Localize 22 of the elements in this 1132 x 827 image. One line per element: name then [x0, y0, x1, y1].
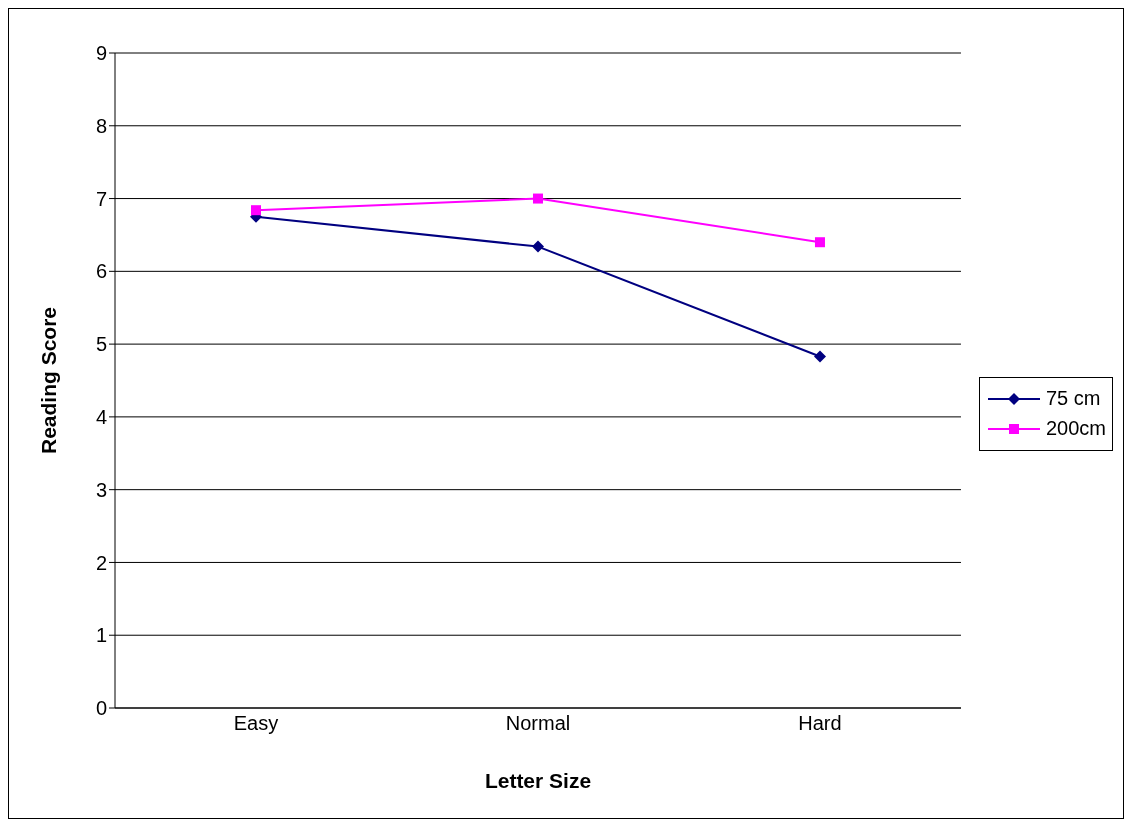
legend-label: 200cm	[1045, 417, 1106, 440]
y-tick-label: 8	[95, 114, 107, 137]
x-tick-label: Hard	[798, 712, 842, 735]
y-tick-label: 6	[95, 260, 107, 283]
y-tick-label: 3	[95, 478, 107, 501]
x-tick-label: Easy	[233, 712, 279, 735]
point	[251, 205, 261, 216]
legend-label: 75 cm	[1045, 387, 1101, 410]
y-tick-label: 0	[95, 697, 107, 720]
x-axis-title: Letter Size	[484, 769, 592, 792]
point	[532, 193, 543, 204]
x-tick-label: Normal	[505, 712, 571, 735]
y-tick-label: 1	[95, 624, 107, 647]
y-tick-label: 9	[95, 42, 107, 65]
point	[531, 240, 544, 253]
y-tick-label: 5	[95, 333, 107, 356]
y-tick-label: 4	[95, 405, 107, 428]
point	[813, 350, 826, 363]
y-tick-label: 7	[95, 187, 107, 210]
y-axis-title: Reading Score	[37, 306, 61, 455]
point	[814, 237, 825, 248]
y-tick-label: 2	[95, 551, 107, 574]
